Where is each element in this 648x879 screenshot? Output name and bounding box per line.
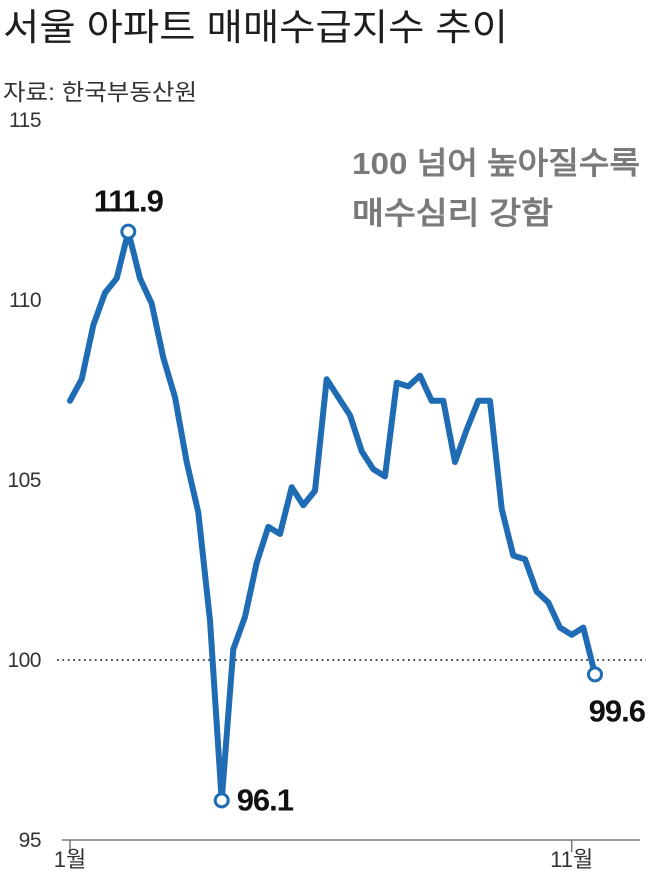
data-point [394,380,400,386]
data-point [230,646,236,652]
data-point [289,484,295,490]
data-point [534,589,540,595]
trough-marker [213,792,230,809]
peak-marker [120,223,137,240]
data-point [207,617,213,623]
annotation-line: 매수심리 강함 [352,196,553,231]
data-point [254,560,260,566]
data-point [184,459,190,465]
data-point [522,556,528,562]
data-point [67,398,73,404]
y-tick-label: 110 [9,289,41,312]
data-point [195,509,201,515]
latest-marker [587,666,603,683]
data-point [405,383,411,389]
data-point [347,412,353,418]
peak-value-label: 111.9 [94,184,164,219]
data-point [487,398,493,404]
source-note: 자료: 한국부동산원 [3,79,197,105]
data-point [557,625,563,631]
data-point [569,632,575,638]
data-point [79,376,85,382]
data-point [114,275,120,281]
data-point [417,373,423,379]
data-point [440,398,446,404]
y-tick-label: 105 [7,469,41,492]
data-point [452,459,458,465]
data-point [510,553,516,559]
data-point [242,614,248,620]
data-point [464,427,470,433]
data-point [277,531,283,537]
latest-value-label: 99.6 [589,693,646,728]
data-point [359,448,365,454]
data-point [370,466,376,472]
data-point [545,599,551,605]
series-line [67,228,598,804]
data-point [312,488,318,494]
y-tick-label: 100 [7,649,41,672]
data-point [137,275,143,281]
data-point [580,625,586,631]
data-point [102,290,108,296]
data-point [265,524,271,530]
x-tick-label: 11월 [550,847,593,872]
data-point [172,394,178,400]
trough-value-label: 96.1 [237,782,294,817]
data-point [335,394,341,400]
data-point [499,506,505,512]
chart-title: 서울 아파트 매매수급지수 추이 [3,7,508,48]
annotation-line: 100 넘어 높아질수록 [352,146,640,181]
y-tick-label: 115 [9,109,41,132]
x-tick-label: 1월 [54,847,86,872]
data-point [300,502,306,508]
data-point [475,398,481,404]
data-point [90,322,96,328]
y-tick-label: 95 [19,829,41,852]
data-point [160,355,166,361]
data-point [382,473,388,479]
data-point [324,376,330,382]
plot-area: 115 110 105 100 95 1월 11월 111.9 96.1 99.6 [7,109,646,872]
data-point [429,398,435,404]
data-point [149,301,155,307]
